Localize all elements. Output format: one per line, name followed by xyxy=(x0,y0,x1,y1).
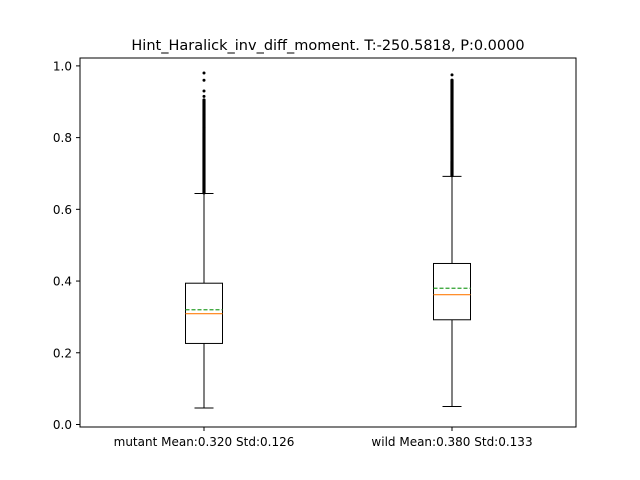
outlier-point xyxy=(202,78,206,82)
outlier-point xyxy=(450,78,454,82)
x-tick-label: wild Mean:0.380 Std:0.133 xyxy=(371,435,532,449)
box-2 xyxy=(433,73,471,408)
y-tick-label: 0.6 xyxy=(53,203,72,217)
y-tick-label: 1.0 xyxy=(53,59,72,73)
y-tick-label: 0.0 xyxy=(53,418,72,432)
chart-title: Hint_Haralick_inv_diff_moment. T:-250.58… xyxy=(131,38,524,54)
y-tick-label: 0.2 xyxy=(53,346,72,360)
x-axis: mutant Mean:0.320 Std:0.126 wild Mean:0.3… xyxy=(114,427,533,449)
x-tick-label: mutant Mean:0.320 Std:0.126 xyxy=(114,435,295,449)
y-tick-label: 0.8 xyxy=(53,131,72,145)
outlier-point xyxy=(202,98,206,102)
plot-frame xyxy=(79,57,577,428)
boxes xyxy=(185,71,471,409)
y-axis: 0.0 0.2 0.4 0.6 0.8 1.0 xyxy=(53,59,80,432)
outlier-point xyxy=(202,71,206,75)
box-iqr xyxy=(433,262,471,321)
outlier-point xyxy=(202,89,206,93)
y-tick-label: 0.4 xyxy=(53,275,72,289)
outlier-point xyxy=(450,73,454,77)
outlier-point xyxy=(202,94,206,98)
box-1 xyxy=(185,71,223,409)
